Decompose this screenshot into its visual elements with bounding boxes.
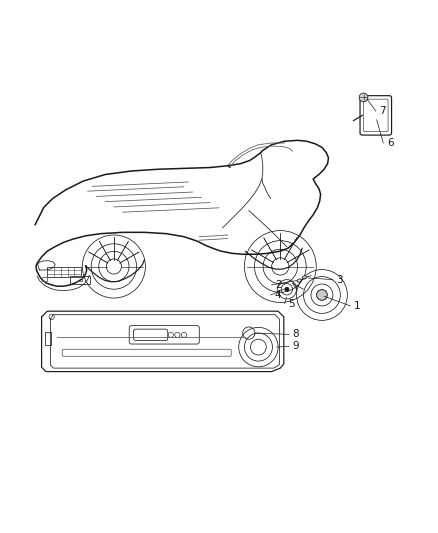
Bar <box>70 276 90 284</box>
Text: 5: 5 <box>288 298 295 309</box>
Text: 4: 4 <box>274 290 281 300</box>
Bar <box>45 332 51 345</box>
Text: 7: 7 <box>379 106 386 116</box>
Circle shape <box>359 93 368 102</box>
Text: 3: 3 <box>336 274 343 285</box>
Text: 1: 1 <box>354 301 360 311</box>
Text: 9: 9 <box>293 341 299 351</box>
Circle shape <box>285 287 289 292</box>
Ellipse shape <box>297 279 301 282</box>
Text: 6: 6 <box>387 138 393 148</box>
Text: 2: 2 <box>275 280 282 290</box>
Circle shape <box>317 290 327 300</box>
Text: 8: 8 <box>293 329 299 340</box>
Ellipse shape <box>302 276 307 279</box>
Bar <box>47 266 81 278</box>
